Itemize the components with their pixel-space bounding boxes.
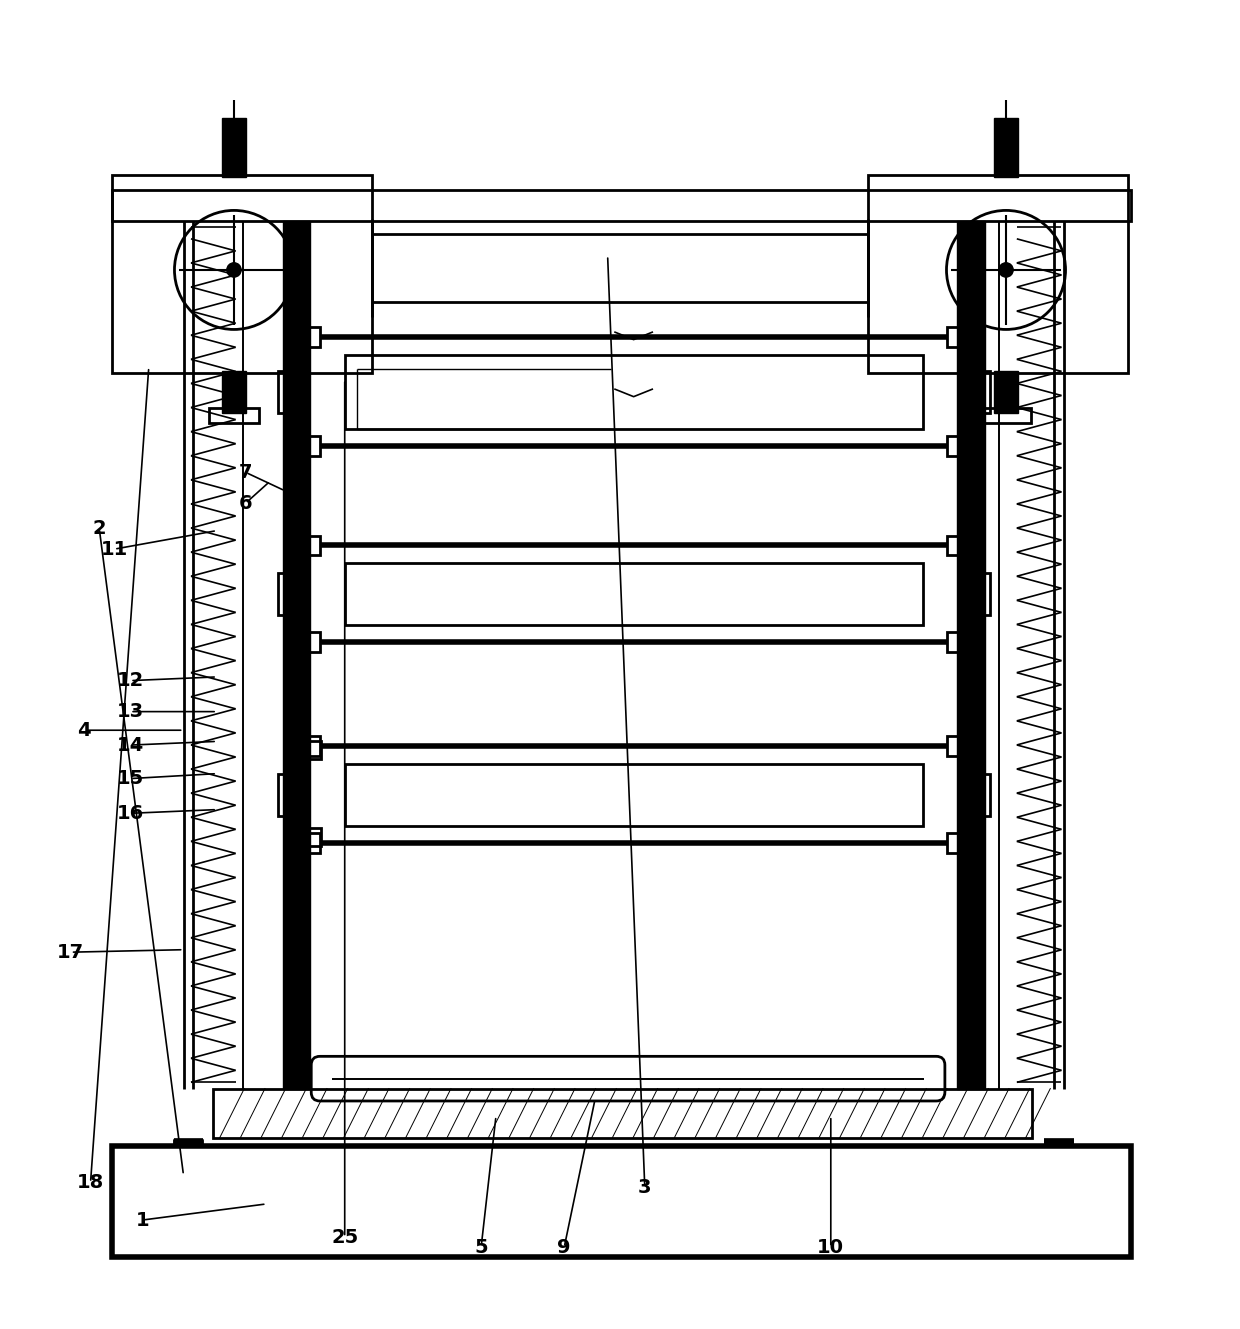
Circle shape	[999, 263, 1013, 276]
Bar	[947, 327, 967, 347]
Bar	[993, 371, 1018, 413]
Bar	[304, 828, 321, 845]
Bar	[345, 562, 923, 625]
Bar	[222, 118, 247, 177]
Text: 1: 1	[136, 1211, 149, 1229]
Text: 17: 17	[57, 942, 84, 962]
Text: 5: 5	[475, 1237, 487, 1257]
Bar	[300, 833, 320, 853]
Bar	[300, 736, 320, 756]
Bar	[283, 221, 310, 1088]
Bar	[345, 764, 923, 825]
Bar	[278, 371, 305, 413]
Bar	[278, 773, 305, 816]
Bar	[947, 736, 967, 756]
Bar	[962, 371, 990, 413]
Bar	[278, 573, 305, 615]
Bar	[993, 118, 1018, 177]
Text: 25: 25	[331, 1228, 358, 1247]
Bar	[947, 833, 967, 853]
Bar	[947, 536, 967, 556]
Text: 9: 9	[558, 1237, 570, 1257]
Text: 14: 14	[117, 735, 144, 755]
Bar	[300, 536, 320, 556]
Bar	[345, 355, 923, 429]
Bar	[210, 408, 259, 423]
Circle shape	[227, 263, 241, 276]
Text: 15: 15	[117, 769, 144, 788]
Bar	[868, 174, 1128, 373]
Text: 2: 2	[93, 518, 105, 538]
Bar	[300, 633, 320, 653]
Bar	[981, 408, 1030, 423]
Text: 3: 3	[639, 1179, 651, 1197]
Bar	[300, 436, 320, 456]
Text: 10: 10	[817, 1237, 844, 1257]
Text: 11: 11	[100, 540, 128, 558]
Bar	[962, 773, 990, 816]
Bar	[947, 436, 967, 456]
Bar	[947, 633, 967, 653]
Text: 13: 13	[117, 702, 144, 722]
Text: 4: 4	[78, 720, 91, 740]
Text: 6: 6	[239, 494, 252, 513]
Text: 12: 12	[117, 671, 144, 690]
Bar	[304, 742, 321, 759]
Text: 16: 16	[117, 804, 144, 823]
Text: 7: 7	[239, 462, 252, 482]
Text: 18: 18	[77, 1174, 104, 1192]
Bar	[112, 190, 1131, 221]
Bar	[957, 221, 985, 1088]
Bar	[112, 174, 372, 373]
Bar	[213, 1088, 1032, 1138]
Bar	[962, 573, 990, 615]
Bar	[300, 327, 320, 347]
Bar	[112, 1146, 1131, 1257]
Bar	[222, 371, 247, 413]
